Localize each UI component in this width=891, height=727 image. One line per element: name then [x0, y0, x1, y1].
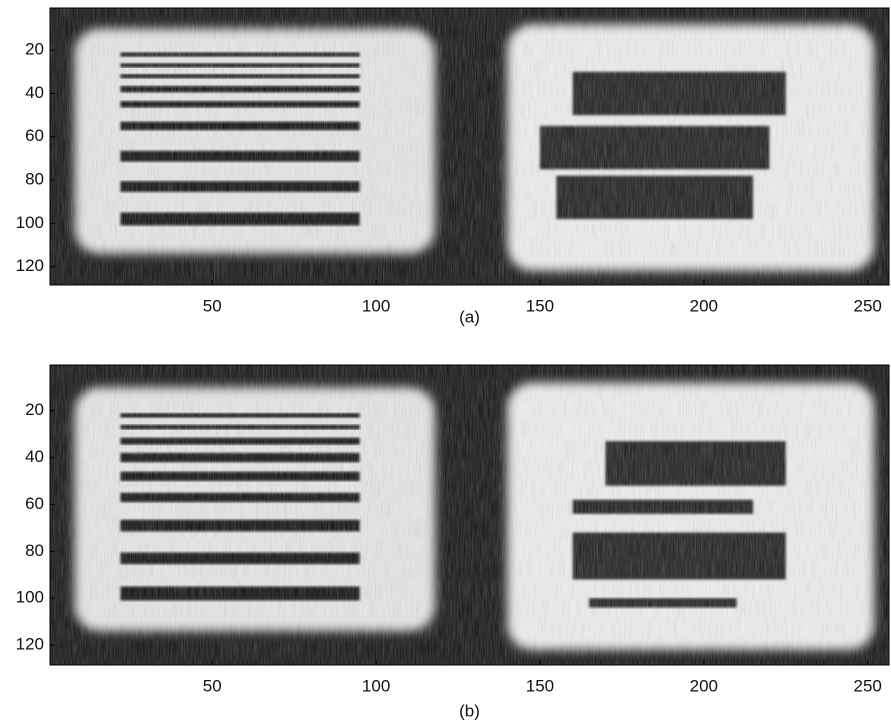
y-tick-label: 20: [25, 400, 44, 419]
y-tick-label: 100: [16, 213, 44, 232]
y-tick-label: 40: [25, 83, 44, 102]
grain: [50, 365, 889, 665]
x-tick-label: 100: [362, 296, 390, 315]
axes-frame: [49, 7, 890, 286]
panel-caption: (b): [459, 701, 480, 720]
x-tick-label: 150: [526, 676, 554, 695]
x-tick-label: 200: [690, 296, 718, 315]
x-tick-label: 150: [526, 296, 554, 315]
y-tick-label: 60: [25, 126, 44, 145]
grain: [50, 8, 889, 285]
y-tick-label: 120: [16, 635, 44, 654]
y-tick-label: 40: [25, 447, 44, 466]
image-panel: [50, 365, 889, 665]
y-tick-label: 60: [25, 494, 44, 513]
y-tick-label: 120: [16, 256, 44, 275]
y-tick-label: 80: [25, 541, 44, 560]
x-tick-label: 250: [854, 676, 882, 695]
image-panel: [50, 8, 889, 285]
panel-caption: (a): [459, 307, 480, 326]
x-tick-label: 100: [362, 676, 390, 695]
axes-frame: [49, 364, 890, 666]
y-tick-label: 80: [25, 170, 44, 189]
x-tick-label: 50: [203, 676, 222, 695]
x-tick-label: 50: [203, 296, 222, 315]
x-tick-label: 250: [854, 296, 882, 315]
y-tick-label: 20: [25, 40, 44, 59]
x-tick-label: 200: [690, 676, 718, 695]
y-tick-label: 100: [16, 588, 44, 607]
